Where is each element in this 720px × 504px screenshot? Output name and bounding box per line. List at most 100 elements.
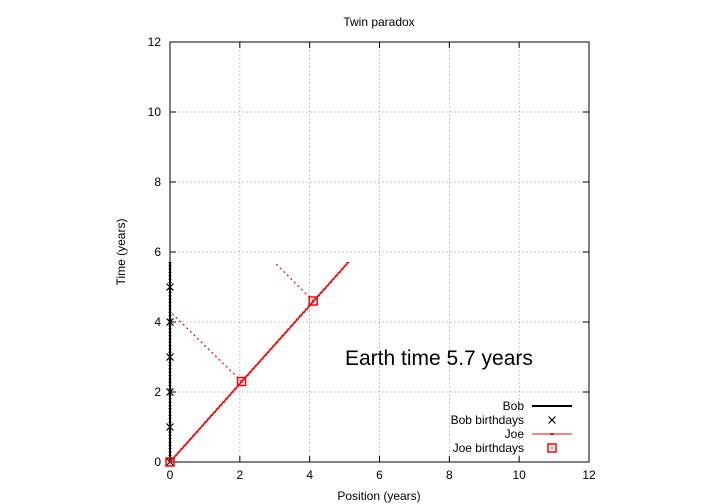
x-tick-label: 2 bbox=[236, 468, 243, 482]
series-point bbox=[168, 441, 172, 443]
legend-square-sample-dot bbox=[551, 447, 553, 449]
legend-label: Bob birthdays bbox=[451, 413, 524, 427]
x-tick-label: 0 bbox=[167, 468, 174, 482]
series-point bbox=[168, 315, 172, 317]
series-point bbox=[284, 331, 288, 333]
series-point bbox=[316, 295, 320, 297]
series-point bbox=[269, 348, 273, 350]
series-point bbox=[168, 421, 172, 423]
series-point bbox=[296, 318, 300, 320]
bob-birthday-point bbox=[166, 353, 174, 361]
series-point bbox=[168, 298, 172, 300]
series-point bbox=[251, 368, 255, 370]
legend-square-sample bbox=[547, 443, 557, 453]
series-point bbox=[168, 291, 172, 293]
series-point bbox=[168, 371, 172, 373]
series-point bbox=[257, 361, 261, 363]
series-point bbox=[168, 408, 172, 410]
series-point bbox=[290, 325, 294, 327]
series-point bbox=[224, 398, 228, 400]
series-point bbox=[168, 365, 172, 367]
series-point bbox=[233, 388, 237, 390]
bob-birthday-point bbox=[166, 283, 174, 291]
y-tick-label: 6 bbox=[154, 245, 161, 259]
legend-point-sample bbox=[550, 405, 554, 407]
y-tick-label: 2 bbox=[154, 385, 161, 399]
series-point bbox=[207, 418, 211, 420]
series-point bbox=[287, 328, 291, 330]
series-point bbox=[305, 308, 309, 310]
series-point bbox=[168, 288, 172, 290]
y-tick-label: 12 bbox=[148, 35, 162, 49]
joe-birthday-point bbox=[308, 296, 318, 306]
series-point bbox=[168, 275, 172, 277]
series-point bbox=[168, 348, 172, 350]
series-point bbox=[221, 401, 225, 403]
series-point bbox=[168, 378, 172, 380]
legend-label: Joe bbox=[505, 427, 525, 441]
series-point bbox=[334, 275, 338, 277]
legend-label: Joe birthdays bbox=[453, 441, 524, 455]
x-tick-label: 4 bbox=[306, 468, 313, 482]
x-tick-label: 10 bbox=[512, 468, 526, 482]
series-point bbox=[204, 421, 208, 423]
series-point bbox=[168, 295, 172, 297]
series-point bbox=[168, 351, 172, 353]
joe-birthday-point bbox=[165, 457, 175, 467]
series-point bbox=[242, 378, 246, 380]
series-point bbox=[168, 424, 172, 426]
x-tick-label: 8 bbox=[446, 468, 453, 482]
series-point bbox=[168, 385, 172, 387]
series-point bbox=[168, 318, 172, 320]
y-tick-label: 4 bbox=[154, 315, 161, 329]
series-point bbox=[168, 345, 172, 347]
series-point bbox=[168, 281, 172, 283]
series-point bbox=[168, 358, 172, 360]
x-tick-label: 6 bbox=[376, 468, 383, 482]
joe-birthday-point-dot bbox=[240, 380, 243, 383]
axis-ticks: 0 2 4 6 8 10 12 0 2 4 6 8 10 12 bbox=[148, 35, 596, 482]
series-point bbox=[186, 441, 190, 443]
x-axis-label: Position (years) bbox=[337, 489, 420, 503]
series-point bbox=[195, 431, 199, 433]
series-point bbox=[168, 271, 172, 273]
series-point bbox=[168, 328, 172, 330]
series-point bbox=[168, 308, 172, 310]
series-point bbox=[168, 268, 172, 270]
series-point bbox=[168, 434, 172, 436]
joe-birthday-point bbox=[236, 376, 247, 387]
series-point bbox=[168, 418, 172, 420]
chart-title: Twin paradox bbox=[343, 15, 414, 29]
series-point bbox=[260, 358, 264, 360]
y-axis-label: Time (years) bbox=[114, 219, 128, 286]
series-point bbox=[168, 395, 172, 396]
series-point bbox=[168, 368, 172, 370]
series-point bbox=[213, 411, 217, 413]
series-point bbox=[168, 388, 172, 390]
series-point bbox=[168, 361, 172, 363]
series-point bbox=[322, 288, 326, 290]
series-point bbox=[168, 331, 172, 333]
series-point bbox=[275, 341, 279, 343]
series-point bbox=[346, 262, 350, 263]
series-point bbox=[177, 451, 181, 453]
earth-time-annotation: Earth time 5.7 years bbox=[345, 347, 533, 370]
series-point bbox=[168, 305, 172, 307]
series-point bbox=[319, 291, 323, 293]
series-point bbox=[168, 265, 172, 267]
series-point bbox=[168, 355, 172, 357]
series-point bbox=[189, 438, 193, 440]
legend-point-sample bbox=[550, 433, 554, 435]
series-point bbox=[192, 434, 196, 436]
series-point bbox=[168, 335, 172, 337]
series-point bbox=[313, 298, 317, 300]
series-point bbox=[168, 404, 172, 406]
series-point bbox=[343, 265, 347, 267]
simultaneity-lines bbox=[169, 262, 314, 382]
series-point bbox=[293, 321, 297, 323]
series-point bbox=[168, 341, 172, 343]
grid-lines bbox=[170, 42, 589, 462]
bob-birthday-point bbox=[166, 388, 174, 396]
